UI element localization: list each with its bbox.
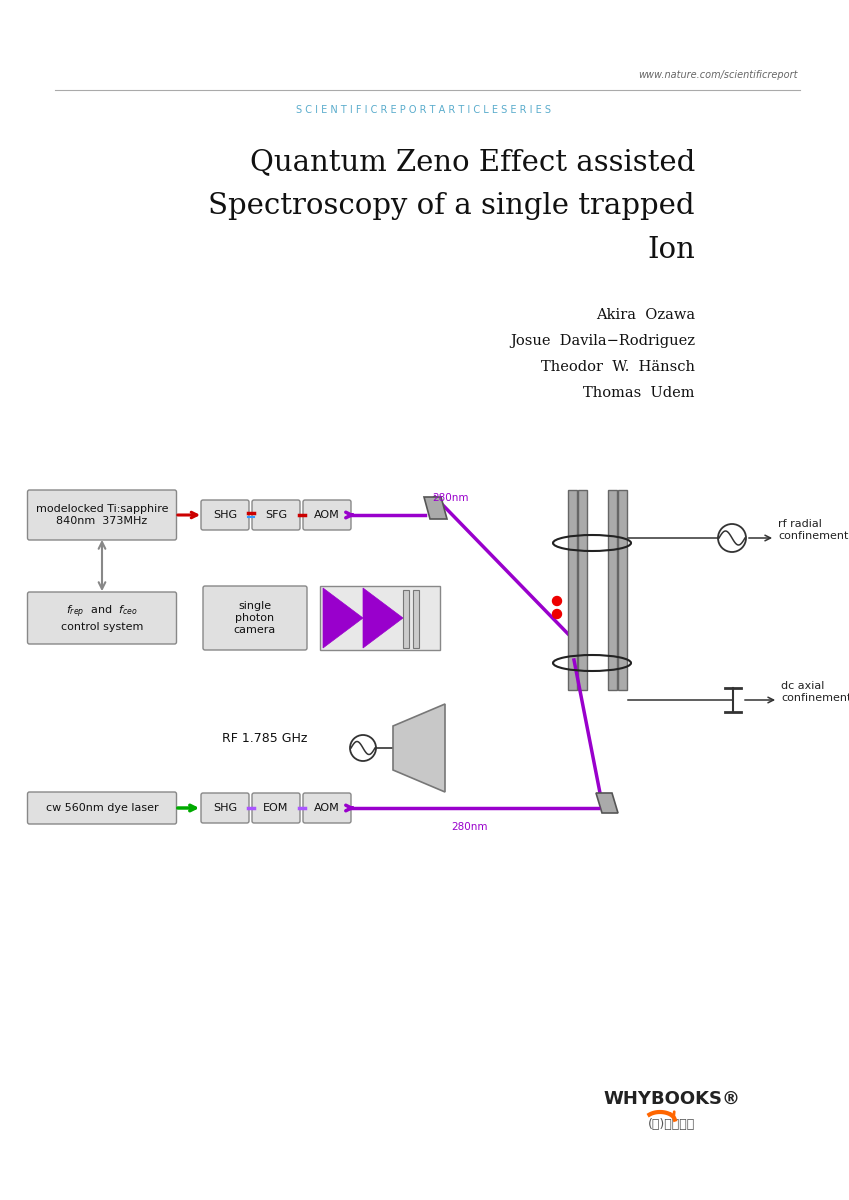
Text: single
photon
camera: single photon camera [233, 601, 276, 635]
Text: cw 560nm dye laser: cw 560nm dye laser [46, 803, 158, 814]
FancyBboxPatch shape [201, 500, 249, 530]
Polygon shape [596, 793, 618, 814]
Polygon shape [393, 704, 445, 792]
Bar [608, 490, 617, 690]
Text: SHG: SHG [213, 510, 237, 520]
Bar [578, 490, 587, 690]
Polygon shape [323, 588, 363, 648]
Text: www.nature.com/scientificreport: www.nature.com/scientificreport [638, 70, 798, 80]
FancyBboxPatch shape [303, 793, 351, 823]
FancyBboxPatch shape [203, 586, 307, 650]
Bar [403, 590, 409, 648]
Bar [618, 490, 627, 690]
FancyBboxPatch shape [252, 793, 300, 823]
FancyBboxPatch shape [252, 500, 300, 530]
Text: $f_{rep}$  and  $f_{ceo}$
control system: $f_{rep}$ and $f_{ceo}$ control system [61, 604, 143, 632]
Text: Akira  Ozawa: Akira Ozawa [596, 308, 695, 322]
Circle shape [553, 610, 561, 618]
Text: rf radial
confinement: rf radial confinement [778, 520, 848, 541]
Bar [413, 590, 419, 648]
Text: (주)와이북스: (주)와이북스 [649, 1118, 695, 1130]
FancyBboxPatch shape [27, 490, 177, 540]
Text: modelocked Ti:sapphire
840nm  373MHz: modelocked Ti:sapphire 840nm 373MHz [36, 504, 168, 526]
FancyBboxPatch shape [303, 500, 351, 530]
Text: 280nm: 280nm [452, 822, 488, 832]
Circle shape [553, 596, 561, 606]
Polygon shape [424, 497, 447, 518]
Polygon shape [363, 588, 403, 648]
Text: RF 1.785 GHz: RF 1.785 GHz [222, 732, 307, 745]
Text: WHYBOOKS®: WHYBOOKS® [604, 1090, 740, 1108]
Bar [320, 586, 440, 650]
Text: Quantum Zeno Effect assisted: Quantum Zeno Effect assisted [250, 148, 695, 176]
FancyBboxPatch shape [27, 792, 177, 824]
Text: SHG: SHG [213, 803, 237, 814]
Text: Ion: Ion [647, 236, 695, 264]
Text: 280nm: 280nm [432, 493, 469, 503]
Text: Theodor  W.  Hänsch: Theodor W. Hänsch [541, 360, 695, 374]
Text: AOM: AOM [314, 803, 340, 814]
Text: Josue  Davila−Rodriguez: Josue Davila−Rodriguez [510, 334, 695, 348]
FancyBboxPatch shape [27, 592, 177, 644]
Text: EOM: EOM [263, 803, 289, 814]
Bar [568, 490, 577, 690]
Text: AOM: AOM [314, 510, 340, 520]
Text: Thomas  Udem: Thomas Udem [583, 386, 695, 400]
Text: dc axial
confinement: dc axial confinement [781, 682, 849, 703]
Text: SFG: SFG [265, 510, 287, 520]
Text: S C I E N T I F I C R E P O R T A R T I C L E S E R I E S: S C I E N T I F I C R E P O R T A R T I … [296, 104, 552, 115]
FancyBboxPatch shape [201, 793, 249, 823]
Text: Spectroscopy of a single trapped: Spectroscopy of a single trapped [209, 192, 695, 220]
